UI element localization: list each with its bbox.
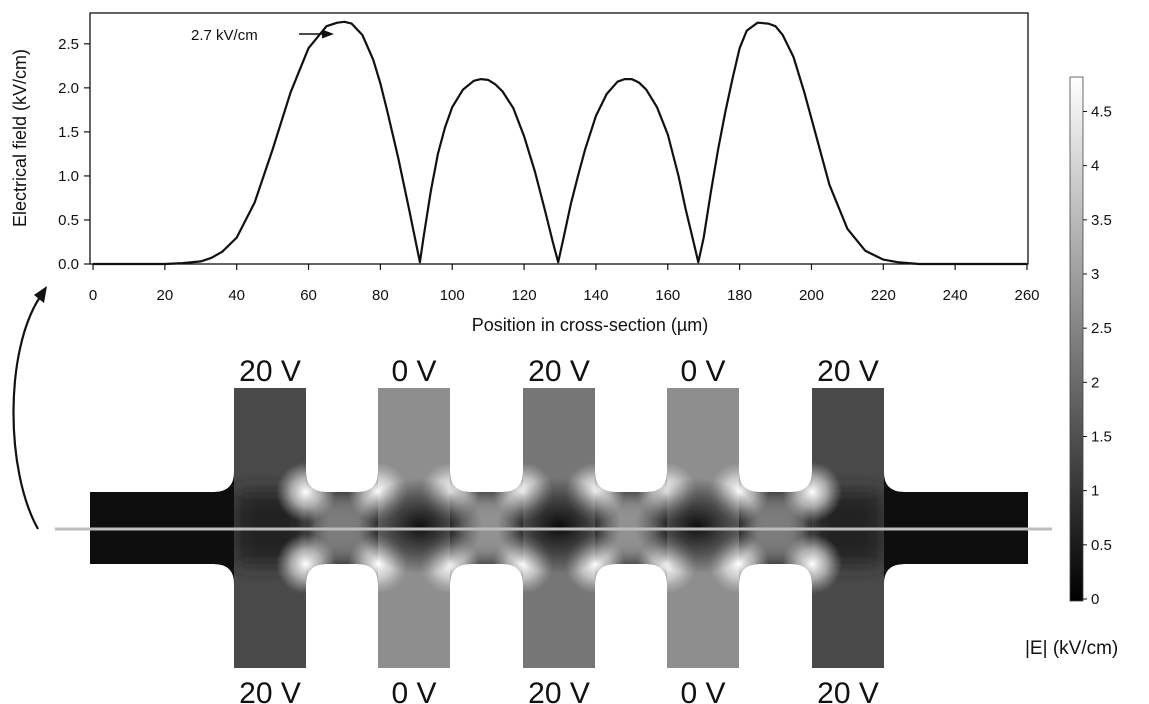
x-tick-label: 120: [512, 287, 537, 304]
top-electrode-voltage: 20 V: [239, 355, 301, 388]
top-electrode-voltage: 20 V: [528, 355, 590, 388]
colorbar-tick-label: 4.5: [1091, 104, 1112, 121]
top-electrode-voltage: 20 V: [817, 355, 879, 388]
field-minimum: [497, 478, 621, 574]
x-tick-label: 200: [799, 287, 824, 304]
x-tick-label: 260: [1014, 287, 1039, 304]
x-axis-label: Position in cross-section (µm): [472, 315, 708, 335]
top-electrode-voltage: 0 V: [680, 355, 725, 388]
x-tick-label: 160: [655, 287, 680, 304]
bottom-electrode-voltage: 20 V: [817, 677, 879, 704]
colorbar-tick-label: 3: [1091, 266, 1099, 283]
field-hotspot: [276, 534, 336, 594]
colorbar-tick-label: 3.5: [1091, 212, 1112, 229]
x-tick-label: 100: [440, 287, 465, 304]
x-tick-label: 0: [89, 287, 97, 304]
colorbar: 0 0.5 1 1.5 2 2.5 3 3.5 4 4.5 |E| (kV/cm): [1025, 77, 1118, 659]
peak-annotation: 2.7 kV/cm: [191, 27, 258, 44]
field-line-plot: 0 20 40 60 80 100 120 140 160 180 200 220 240 260 0.0…: [10, 13, 1040, 335]
colorbar-tick-label: 2.5: [1091, 320, 1112, 337]
field-hotspot: [276, 462, 336, 522]
y-tick-label: 2.0: [58, 80, 79, 97]
x-axis-ticks: 0 20 40 60 80 100 120 140 160 180 200 220 240 260: [89, 264, 1040, 304]
y-tick-label: 1.5: [58, 124, 79, 141]
bottom-electrode-voltage: 0 V: [391, 677, 436, 704]
bottom-electrode-voltage: 0 V: [680, 677, 725, 704]
plot-frame: [90, 13, 1028, 264]
curved-arrow-icon: [13, 286, 47, 529]
top-electrode-voltage: 0 V: [391, 355, 436, 388]
colorbar-tick-label: 4: [1091, 158, 1099, 175]
x-tick-label: 180: [727, 287, 752, 304]
colorbar-tick-label: 2: [1091, 374, 1099, 391]
x-tick-label: 40: [228, 287, 245, 304]
colorbar-gradient: [1070, 77, 1083, 601]
x-tick-label: 80: [372, 287, 389, 304]
colorbar-tick-label: 1: [1091, 483, 1099, 500]
x-tick-label: 20: [157, 287, 174, 304]
field-hotspot: [782, 462, 842, 522]
field-minimum: [635, 478, 759, 574]
colorbar-tick-label: 0: [1091, 591, 1099, 608]
x-tick-label: 220: [871, 287, 896, 304]
bottom-electrode-voltage: 20 V: [239, 677, 301, 704]
field-hotspot: [782, 534, 842, 594]
x-tick-label: 140: [583, 287, 608, 304]
y-axis-label: Electrical field (kV/cm): [10, 49, 30, 227]
field-curve: [93, 22, 1027, 264]
y-tick-label: 2.5: [58, 36, 79, 53]
colorbar-label: |E| (kV/cm): [1025, 638, 1118, 659]
y-axis-ticks: 0.0 0.5 1.0 1.5 2.0 2.5: [58, 36, 90, 273]
colorbar-tick-label: 1.5: [1091, 429, 1112, 446]
x-tick-label: 240: [943, 287, 968, 304]
x-tick-label: 60: [300, 287, 317, 304]
field-heatmap: 20 V 20 V 0 V 0 V 20 V 20 V 0 V 0 V 20 V 20 V: [55, 355, 1052, 704]
y-tick-label: 0.0: [58, 256, 79, 273]
bottom-electrode-voltage: 20 V: [528, 677, 590, 704]
y-tick-label: 0.5: [58, 212, 79, 229]
field-minimum: [358, 478, 482, 574]
colorbar-ticks: 0 0.5 1 1.5 2 2.5 3 3.5 4 4.5: [1083, 104, 1112, 609]
y-tick-label: 1.0: [58, 168, 79, 185]
colorbar-tick-label: 0.5: [1091, 537, 1112, 554]
